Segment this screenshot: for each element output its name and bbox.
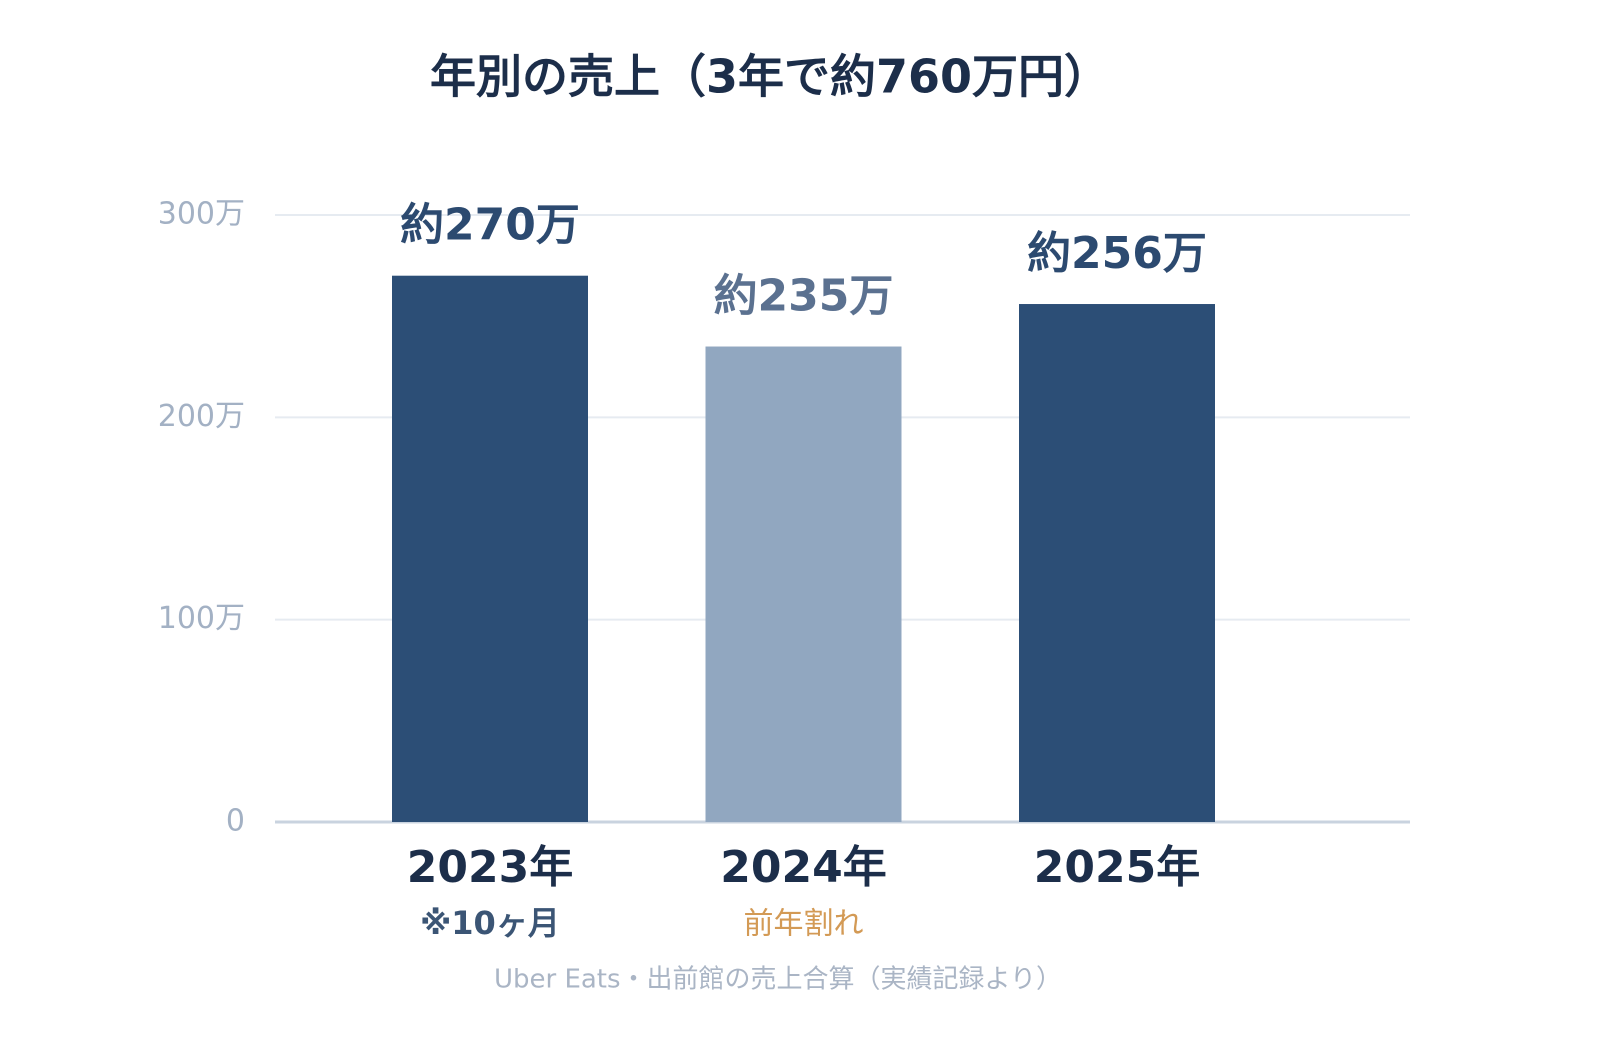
y-tick-label: 300万 <box>158 197 245 232</box>
y-tick-label: 0 <box>226 804 245 839</box>
x-sublabel: ※10ヶ月 <box>420 904 560 942</box>
y-tick-label: 100万 <box>158 601 245 636</box>
y-tick-label: 200万 <box>158 399 245 434</box>
bar <box>392 275 588 822</box>
chart-title: 年別の売上（3年で約760万円） <box>430 50 1110 104</box>
value-label: 約235万 <box>714 271 894 322</box>
x-tick-label: 2025年 <box>1034 842 1200 893</box>
value-label: 約256万 <box>1027 228 1207 279</box>
x-tick-label: 2024年 <box>720 842 886 893</box>
bar <box>705 346 902 822</box>
footnote: Uber Eats・出前館の売上合算（実績記録より） <box>494 965 1062 995</box>
bar <box>1019 304 1215 822</box>
x-tick-label: 2023年 <box>407 842 573 893</box>
x-sublabel: 前年割れ <box>744 907 864 942</box>
value-label: 約270万 <box>400 200 580 251</box>
